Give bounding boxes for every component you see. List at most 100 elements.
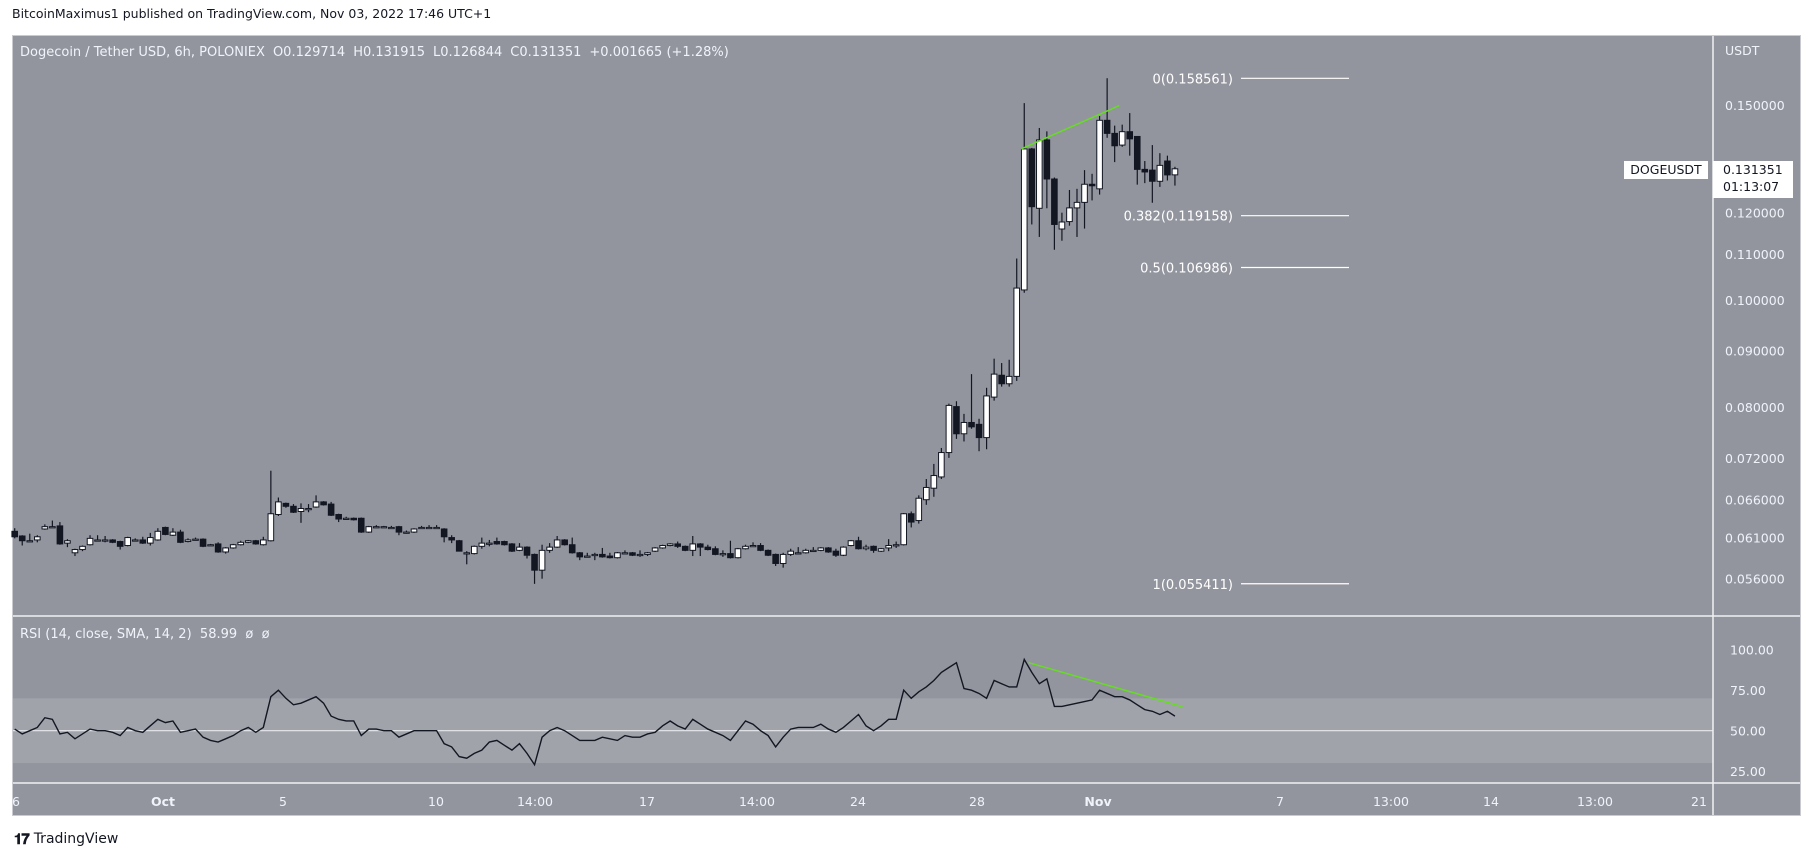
candle xyxy=(1081,170,1088,229)
time-tick-label: 17 xyxy=(639,794,655,809)
candle-body xyxy=(342,517,350,520)
candle xyxy=(938,447,945,480)
candle-body xyxy=(335,513,342,520)
candle-body xyxy=(568,544,576,554)
candle xyxy=(79,545,86,552)
candle xyxy=(244,539,252,544)
candle xyxy=(900,512,908,546)
candle xyxy=(772,553,779,566)
candle xyxy=(1028,147,1036,225)
candle xyxy=(583,552,591,558)
candle-body xyxy=(267,513,275,542)
rsi-tick-label: 100.00 xyxy=(1730,643,1774,658)
candle xyxy=(870,545,877,553)
symbol-legend: Dogecoin / Tether USD, 6h, POLONIEX O0.12… xyxy=(20,45,729,60)
candle xyxy=(516,543,523,552)
candle xyxy=(275,497,282,516)
candle xyxy=(546,543,553,553)
candle-body xyxy=(282,502,290,507)
candle-body xyxy=(794,552,802,555)
candle-body xyxy=(930,475,938,489)
candle-body xyxy=(599,553,606,558)
candle-body xyxy=(629,552,636,556)
candle xyxy=(990,358,998,401)
candle xyxy=(531,553,538,584)
rsi-line xyxy=(14,657,1176,767)
time-tick-label: Oct xyxy=(151,794,175,809)
candle xyxy=(101,535,109,543)
time-tick-label: 10 xyxy=(428,794,444,809)
candle xyxy=(86,535,94,546)
candle-body xyxy=(109,539,116,543)
candle xyxy=(1103,78,1111,138)
legend-high: 0.131915 xyxy=(362,45,426,60)
footer-brand[interactable]: TradingView xyxy=(33,831,119,847)
candle xyxy=(71,548,79,557)
candle xyxy=(1149,145,1156,203)
candle-body xyxy=(199,538,207,547)
candle xyxy=(1020,103,1028,293)
candle-body xyxy=(840,546,847,556)
candle xyxy=(199,538,207,548)
candle xyxy=(953,401,960,439)
candle xyxy=(478,537,486,549)
time-tick-label: 14 xyxy=(1483,794,1499,809)
candle-body xyxy=(576,552,584,558)
candle xyxy=(614,551,621,559)
candle-body xyxy=(907,513,915,523)
price-tick-label: 0.110000 xyxy=(1725,247,1785,262)
candle-body xyxy=(56,525,64,545)
candle xyxy=(794,547,802,555)
candle xyxy=(659,544,666,549)
candle-body xyxy=(192,538,199,541)
candle xyxy=(1118,124,1126,147)
tradingview-logo-icon[interactable]: 𝟏𝟕 xyxy=(14,830,30,848)
candle-body xyxy=(712,548,719,555)
candle-body xyxy=(847,540,855,547)
candle xyxy=(998,363,1005,387)
candle xyxy=(1096,116,1103,195)
legend-open-label: O xyxy=(272,45,284,60)
last-price-value: 0.131351 xyxy=(1723,162,1783,177)
candle xyxy=(34,535,41,543)
publish-line: BitcoinMaximus1 published on TradingView… xyxy=(12,6,492,21)
candle xyxy=(282,502,290,508)
candle xyxy=(1111,125,1118,163)
candle xyxy=(1126,113,1134,156)
candle xyxy=(388,525,395,530)
candle xyxy=(124,536,132,547)
candle-body xyxy=(1096,119,1103,190)
price-tick-label: 0.150000 xyxy=(1725,98,1785,113)
legend-change: +0.001665 (+1.28%) xyxy=(589,45,729,60)
candle xyxy=(440,528,448,543)
candle xyxy=(923,479,930,505)
candle xyxy=(131,538,139,542)
candle xyxy=(56,522,64,545)
candle-body xyxy=(1103,119,1111,134)
candle-body xyxy=(772,553,779,564)
chart-area[interactable] xyxy=(12,35,1801,816)
candle-body xyxy=(373,526,380,529)
candle xyxy=(749,542,757,548)
candle xyxy=(787,548,795,557)
candle-body xyxy=(787,550,795,555)
candle-body xyxy=(388,526,395,530)
candle-body xyxy=(862,546,870,550)
candle-body xyxy=(516,546,523,551)
candle-body xyxy=(11,530,18,538)
candle-body xyxy=(546,546,553,551)
candle xyxy=(704,544,712,551)
candle-body xyxy=(162,526,169,535)
candle xyxy=(373,525,380,529)
candle xyxy=(960,413,968,442)
candle xyxy=(41,524,49,530)
candle-body xyxy=(983,395,990,439)
candle-body xyxy=(49,526,56,529)
candle-body xyxy=(1058,221,1066,230)
candle-body xyxy=(124,537,132,547)
candle-body xyxy=(486,542,493,545)
candle-body xyxy=(1164,160,1171,176)
candle-body xyxy=(696,543,704,548)
candle-body xyxy=(1073,201,1081,209)
